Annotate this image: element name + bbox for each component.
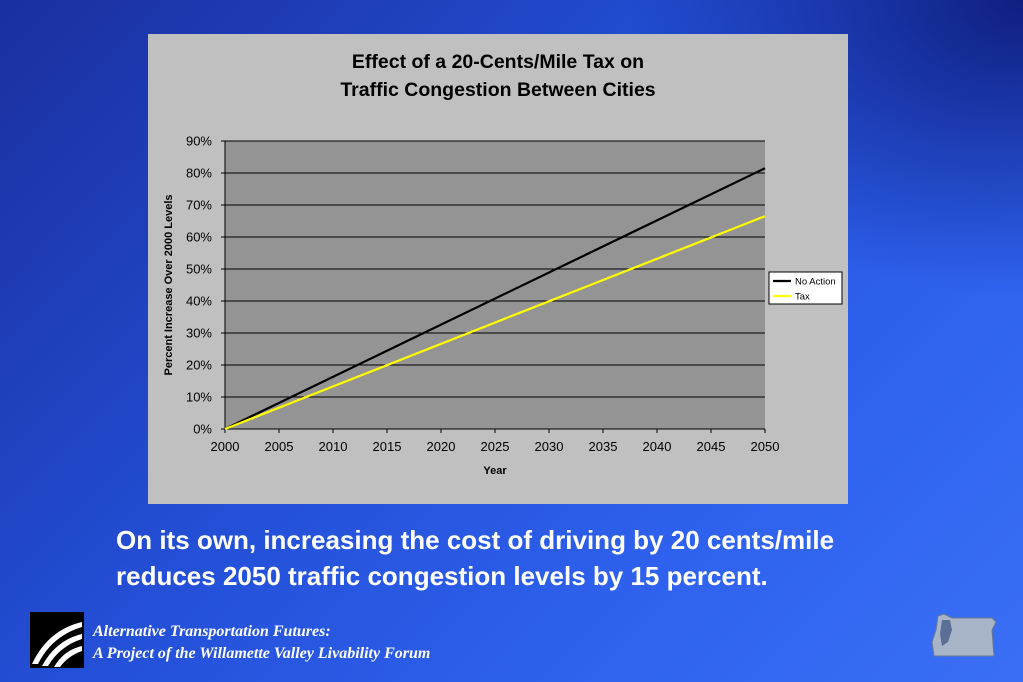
x-tick-label: 2020 <box>427 439 456 454</box>
footer-line-1: Alternative Transportation Futures: <box>93 623 331 640</box>
chart-title-line-2: Traffic Congestion Between Cities <box>340 79 656 101</box>
y-tick-label: 40% <box>186 294 212 309</box>
legend-label: No Action <box>795 277 836 288</box>
y-axis-label: Percent Increase Over 2000 Levels <box>163 194 175 375</box>
y-tick-label: 50% <box>186 262 212 277</box>
caption-line-1: On its own, increasing the cost of drivi… <box>116 525 835 555</box>
line-chart: 0% 10% 20% 30% 40% 50% 60% 70% 80% 90% 2000 2005 201… <box>163 134 843 477</box>
legend-label: Tax <box>795 292 810 303</box>
chart-title-line-1: Effect of a 20-Cents/Mile Tax on <box>351 51 645 73</box>
chart-panel: Effect of a 20-Cents/Mile Tax on Traffic… <box>148 34 848 504</box>
x-tick-label: 2015 <box>373 439 402 454</box>
x-tick-label: 2030 <box>535 439 564 454</box>
x-tick-label: 2035 <box>589 439 618 454</box>
oregon-map-icon <box>931 613 997 657</box>
y-tick-label: 20% <box>186 358 212 373</box>
y-tick-label: 30% <box>186 326 212 341</box>
x-tick-label: 2045 <box>697 439 726 454</box>
x-tick-label: 2040 <box>643 439 672 454</box>
caption-line-2: reduces 2050 traffic congestion levels b… <box>116 561 768 591</box>
plot-area <box>225 141 765 429</box>
y-tick-label: 0% <box>193 422 212 437</box>
y-tick-label: 10% <box>186 390 212 405</box>
y-tick-label: 60% <box>186 230 212 245</box>
series-line-tax <box>224 215 766 431</box>
x-tick-label: 2025 <box>481 439 510 454</box>
road-swoosh-logo <box>30 612 84 668</box>
x-tick-label: 2050 <box>751 439 780 454</box>
x-tick-label: 2010 <box>319 439 348 454</box>
footer-line-2: A Project of the Willamette Valley Livab… <box>93 645 431 662</box>
y-tick-label: 70% <box>186 198 212 213</box>
x-tick-label: 2005 <box>265 439 294 454</box>
series-line-no-action <box>224 167 766 430</box>
y-tick-label: 90% <box>186 134 212 149</box>
y-tick-label: 80% <box>186 166 212 181</box>
x-axis-label: Year <box>483 465 507 477</box>
x-tick-label: 2000 <box>211 439 240 454</box>
legend-box <box>768 271 843 305</box>
